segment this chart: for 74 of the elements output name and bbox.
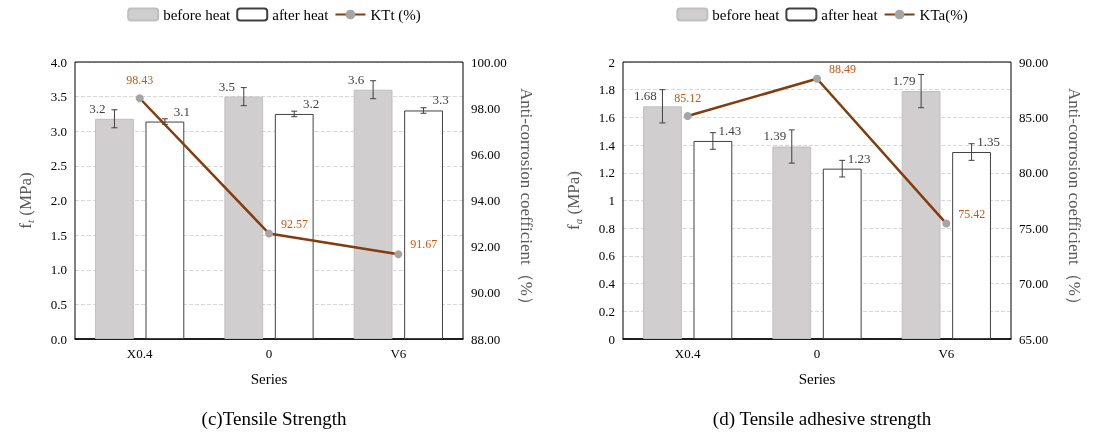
x-tick-label: 0 <box>813 346 821 361</box>
y-tick-label: 0 <box>608 331 615 347</box>
y2-tick-label: 85.00 <box>1019 109 1049 125</box>
y-tick-label: 0.0 <box>50 331 67 347</box>
bar <box>404 110 443 339</box>
y-tick-label: 2 <box>608 54 615 70</box>
y-tick-label: 1.5 <box>50 227 67 243</box>
y2-tick-label: 88.00 <box>471 331 501 347</box>
x-tick-label: 0 <box>265 346 273 361</box>
data-label: 98.43 <box>126 73 154 88</box>
y-tick-label: 0.6 <box>598 248 616 264</box>
data-label: 3.3 <box>432 92 449 108</box>
y-tick-label: 1 <box>608 193 615 208</box>
data-label: 3.5 <box>218 78 235 94</box>
legend-label: after heat <box>272 6 330 23</box>
x-tick-label: V6 <box>938 346 955 361</box>
y-tick-label: 0.8 <box>598 220 615 236</box>
legend-label: before heat <box>163 6 232 23</box>
y2-tick-label: 70.00 <box>1019 276 1049 292</box>
data-label: 88.49 <box>829 61 856 76</box>
y-axis-title: fa (MPa) <box>564 171 584 230</box>
y2-axis-title: Anti-corrosion coefficient（%） <box>517 88 536 313</box>
y2-tick-label: 92.00 <box>471 239 501 255</box>
y-tick-label: 4.0 <box>50 54 67 70</box>
data-label: 1.68 <box>634 88 657 104</box>
x-tick-label: V6 <box>390 346 407 361</box>
text: (d) Tensile adhesive strength <box>712 408 932 430</box>
x-axis-title: Series <box>798 370 836 387</box>
data-label: 3.2 <box>89 100 106 116</box>
data-label: 3.2 <box>303 95 320 111</box>
data-label: 3.1 <box>173 103 191 119</box>
y2-tick-label: 90.00 <box>1019 54 1049 70</box>
x-tick-label: X0.4 <box>126 346 153 361</box>
y-tick-label: 1.0 <box>50 262 67 278</box>
x-axis-title: Series <box>250 370 288 387</box>
y-tick-label: 2.5 <box>50 158 67 174</box>
bar <box>274 113 314 339</box>
y-tick-label: 1.6 <box>598 109 616 125</box>
y-tick-label: 0.4 <box>598 276 616 292</box>
data-label: 91.67 <box>410 237 438 252</box>
y-tick-label: 3.5 <box>50 89 67 105</box>
data-label: 1.79 <box>892 73 916 89</box>
y-axis-title: ft (MPa) <box>16 172 36 229</box>
y-tick-label: 1.2 <box>598 165 615 181</box>
y-tick-label: 0.5 <box>50 296 67 312</box>
y2-tick-label: 65.00 <box>1019 331 1049 347</box>
y-tick-label: 1.4 <box>598 137 616 153</box>
y-tick-label: 3.0 <box>50 123 67 139</box>
y2-tick-label: 75.00 <box>1019 220 1049 236</box>
data-label: 75.42 <box>958 206 986 221</box>
legend-label: KTt (%) <box>370 6 421 24</box>
y2-tick-label: 90.00 <box>471 285 501 301</box>
y2-tick-label: 98.00 <box>471 100 501 116</box>
legend-label: after heat <box>821 6 879 23</box>
y-tick-label: 2.0 <box>50 193 67 208</box>
data-label: 1.35 <box>977 134 1000 150</box>
y2-tick-label: 96.00 <box>471 146 501 162</box>
data-label: 1.39 <box>763 128 787 144</box>
data-label: 85.12 <box>674 91 702 106</box>
legend-label: KTa(%) <box>919 6 968 24</box>
legend-label: before heat <box>712 6 781 23</box>
y2-axis-title: Anti-corrosion coefficient（%） <box>1065 88 1084 313</box>
text: (c)Tensile Strength <box>201 408 347 430</box>
y2-tick-label: 80.00 <box>1019 165 1049 181</box>
data-label: 1.23 <box>847 150 871 166</box>
y2-tick-label: 100.00 <box>471 54 507 70</box>
y2-tick-label: 94.00 <box>471 193 501 208</box>
data-label: 92.57 <box>281 216 308 231</box>
x-tick-label: X0.4 <box>674 346 701 361</box>
y-tick-label: 1.8 <box>598 82 615 98</box>
data-label: 1.43 <box>718 122 742 138</box>
y-tick-label: 0.2 <box>598 303 615 319</box>
data-label: 3.6 <box>347 71 365 87</box>
bar <box>145 121 185 339</box>
